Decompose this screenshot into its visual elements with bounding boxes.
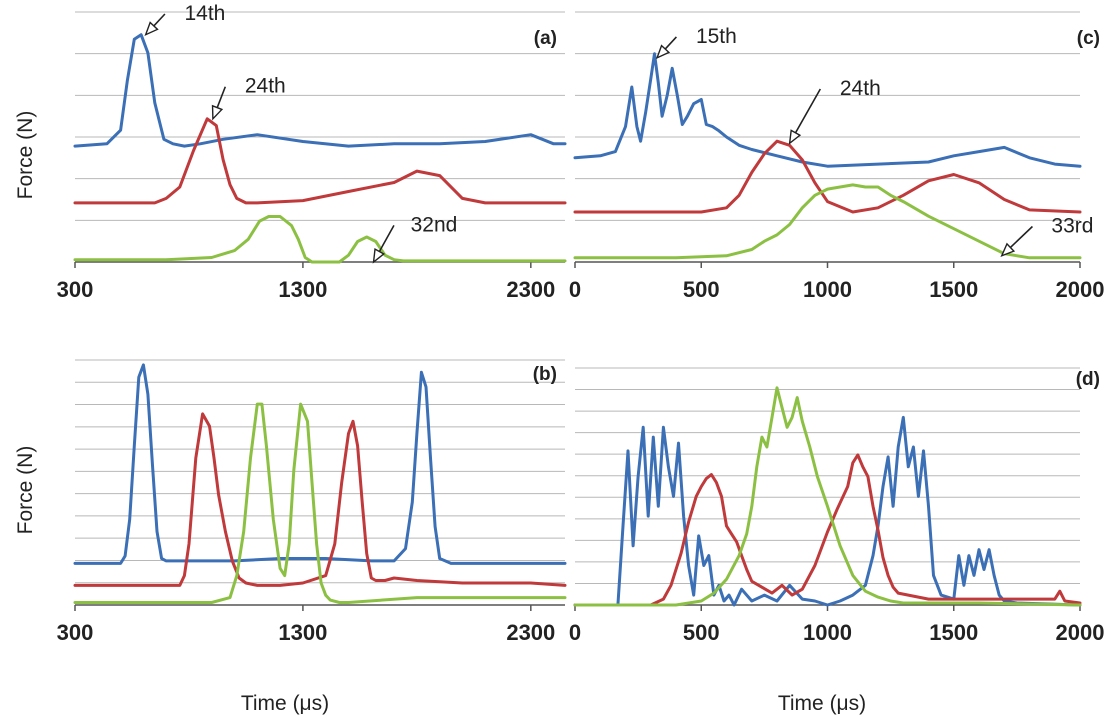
x-tick-label-b-2: 2300 [506, 620, 555, 645]
x-axis-label-b: Time (μs) [241, 692, 329, 715]
chart-panel-d: 0 500 1000 1500 2000 (d) Time (μs) [569, 367, 1105, 715]
panel-label-c: (c) [1077, 28, 1100, 49]
x-tick-label-c-1: 500 [683, 277, 720, 302]
x-tick-label-c-2: 1000 [803, 277, 852, 302]
series-line-c-green [573, 183, 1082, 260]
annotation-arrowhead-a-2 [372, 247, 386, 264]
annotation-label-c-1: 24th [840, 77, 881, 100]
series-line-d-blue [573, 415, 1082, 607]
x-tick-label-a-2: 2300 [506, 277, 555, 302]
x-tick-label-b-0: 300 [57, 620, 94, 645]
annotation-arrowhead-c-0 [655, 44, 671, 60]
y-axis-label-a: Force (N) [14, 111, 37, 200]
panel-label-d: (d) [1076, 369, 1100, 390]
chart-panel-a: 300 1300 2300 14th 24th 32nd (a) Force (N) [14, 2, 567, 302]
y-axis-label-b: Force (N) [14, 446, 37, 535]
series-line-d-red [573, 453, 1082, 607]
panel-label-b: (b) [533, 364, 557, 385]
panel-label-a: (a) [534, 28, 557, 49]
x-tick-label-a-1: 1300 [278, 277, 327, 302]
x-tick-label-b-1: 1300 [278, 620, 327, 645]
series-line-d-green [573, 386, 1082, 607]
annotation-arrowhead-a-0 [144, 21, 159, 37]
x-tick-label-d-2: 1000 [803, 620, 852, 645]
series-line-b-blue [73, 363, 567, 565]
x-tick-label-a-0: 300 [57, 277, 94, 302]
x-tick-label-d-4: 2000 [1056, 620, 1105, 645]
series-line-a-green [73, 215, 567, 264]
chart-panel-c: 0 500 1000 1500 2000 15th 24th 33rd (c) [569, 11, 1105, 302]
annotation-label-a-0: 14th [184, 2, 225, 25]
annotation-label-a-2: 32nd [411, 213, 458, 236]
x-axis-label-d: Time (μs) [778, 692, 866, 715]
x-tick-label-c-0: 0 [569, 277, 581, 302]
x-tick-label-c-4: 2000 [1056, 277, 1105, 302]
annotation-label-c-0: 15th [696, 25, 737, 48]
series-line-b-red [73, 412, 567, 587]
x-tick-label-d-0: 0 [569, 620, 581, 645]
series-line-a-blue [73, 33, 567, 148]
annotation-arrowhead-a-1 [211, 104, 224, 121]
annotation-arrowhead-c-1 [788, 129, 802, 145]
annotation-label-c-2: 33rd [1051, 215, 1093, 238]
series-line-a-red [73, 117, 567, 205]
series-line-c-blue [573, 52, 1082, 168]
series-line-b-green [73, 402, 567, 604]
annotation-arrow-c-1 [790, 88, 822, 141]
x-tick-label-c-3: 1500 [929, 277, 978, 302]
x-tick-label-d-3: 1500 [929, 620, 978, 645]
chart-panel-b: 300 1300 2300 (b) Force (N) Time (μs) [14, 359, 567, 715]
series-line-c-red [573, 139, 1082, 214]
annotation-label-a-1: 24th [245, 75, 286, 98]
x-tick-label-d-1: 500 [683, 620, 720, 645]
annotation-arrowhead-c-2 [1000, 242, 1016, 258]
